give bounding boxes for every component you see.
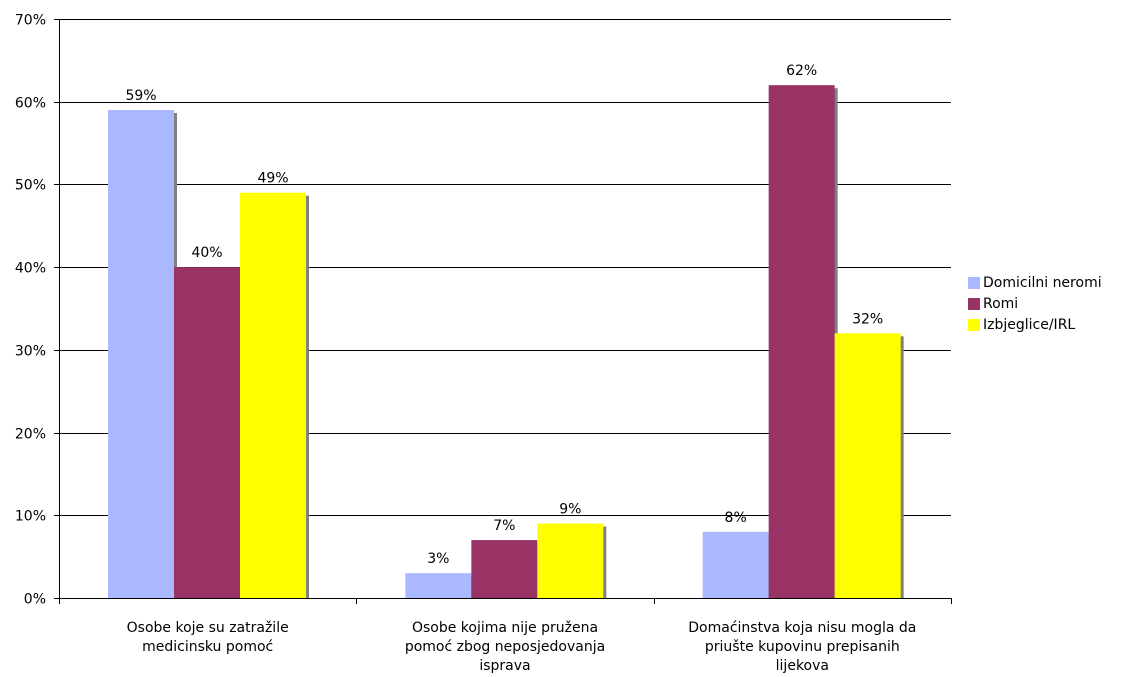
- category-label: Osobe kojima nije pružena: [412, 620, 598, 636]
- y-tick-label: 60%: [15, 96, 46, 112]
- category-label: lijekova: [776, 658, 829, 674]
- y-tick-label: 30%: [15, 344, 46, 360]
- category-label: medicinsku pomoć: [142, 639, 273, 655]
- labels: 0% 10% 20% 30% 40% 50% 60% 70% 59% 3% 8% 40% 7% 62% 49…: [15, 13, 916, 675]
- legend-swatch: [968, 276, 980, 289]
- category-label: Osobe koje su zatražile: [127, 620, 289, 636]
- legend-item: Domicilni neromi: [968, 272, 1102, 293]
- data-label: 40%: [191, 245, 222, 261]
- bar: [471, 540, 538, 598]
- category-label: isprava: [479, 658, 530, 674]
- data-label: 8%: [725, 510, 747, 526]
- legend-swatch: [968, 318, 980, 331]
- legend-item: Izbjeglice/IRL: [968, 314, 1102, 335]
- legend-label: Domicilni neromi: [983, 274, 1102, 291]
- data-label: 49%: [257, 171, 288, 187]
- data-label: 3%: [427, 551, 449, 567]
- y-tick-label: 20%: [15, 427, 46, 443]
- category-label: priušte kupovinu prepisanih: [705, 639, 900, 655]
- category-label: Domaćinstva koja nisu mogla da: [688, 620, 916, 636]
- data-label: 59%: [125, 88, 156, 104]
- bar: [174, 267, 240, 598]
- data-label: 9%: [559, 502, 581, 518]
- bar: [108, 109, 174, 598]
- data-label: 7%: [493, 518, 515, 534]
- bars: [108, 85, 904, 599]
- legend-label: Izbjeglice/IRL: [983, 316, 1076, 333]
- bar: [834, 333, 901, 598]
- bar: [768, 85, 835, 598]
- bar: [240, 192, 306, 598]
- legend-swatch: [968, 297, 980, 310]
- y-tick-label: 0%: [24, 592, 46, 608]
- legend: Domicilni neromi Romi Izbjeglice/IRL: [968, 272, 1102, 335]
- legend-item: Romi: [968, 293, 1102, 314]
- legend-label: Romi: [983, 295, 1019, 312]
- y-tick-label: 40%: [15, 261, 46, 277]
- y-tick-label: 70%: [15, 13, 46, 29]
- y-tick-label: 10%: [15, 509, 46, 525]
- y-tick-label: 50%: [15, 178, 46, 194]
- category-label: pomoć zbog neposjedovanja: [405, 639, 605, 655]
- data-label: 32%: [852, 311, 883, 327]
- bar: [405, 573, 472, 598]
- bar: [702, 531, 769, 598]
- axes: [54, 19, 952, 604]
- bar: [537, 523, 604, 598]
- data-label: 62%: [786, 63, 817, 79]
